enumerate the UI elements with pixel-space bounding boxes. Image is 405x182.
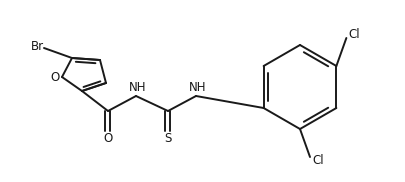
Text: Cl: Cl xyxy=(311,153,323,167)
Text: Cl: Cl xyxy=(348,29,359,41)
Text: S: S xyxy=(164,132,171,145)
Text: NH: NH xyxy=(129,82,146,94)
Text: NH: NH xyxy=(189,82,206,94)
Text: Br: Br xyxy=(30,41,43,54)
Text: O: O xyxy=(50,72,60,84)
Text: O: O xyxy=(103,132,112,145)
